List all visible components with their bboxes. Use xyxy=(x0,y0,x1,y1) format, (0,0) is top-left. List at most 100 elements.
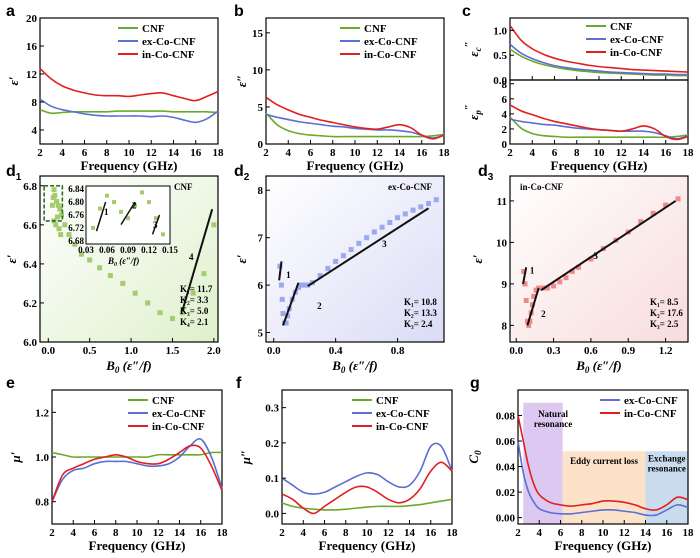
panel-d1-point xyxy=(78,251,84,257)
panel-a-legend-in: in-Co-CNF xyxy=(142,49,195,61)
panel-d2-point xyxy=(426,201,432,207)
panel-d3-seg-3: 3 xyxy=(593,251,598,261)
panel-d3-ytick-label: 9 xyxy=(502,279,508,291)
panel-b-series-cnf xyxy=(265,112,445,138)
panel-e-legend-in: in-Co-CNF xyxy=(152,421,205,433)
panel-c-top-series-ex-co-cnf xyxy=(509,43,689,76)
panel-d3-xlabel-rest: (ε″/f) xyxy=(589,358,621,373)
panel-e-series-in-co-cnf xyxy=(51,444,223,502)
panel-g-ytick-label: 0.06 xyxy=(496,436,516,448)
panel-d1-ytick-label: 6.4 xyxy=(23,259,37,271)
panel-d1-point xyxy=(72,241,78,247)
panel-e-ytick-label: 1.2 xyxy=(35,407,49,419)
panel-d3-xlabel: B0 (ε″/f) xyxy=(575,358,622,375)
panel-b-xtick-label: 8 xyxy=(330,147,336,159)
panel-d1-ytick-label: 6.2 xyxy=(23,298,37,310)
panel-d1-inset-point xyxy=(105,193,109,198)
panel-a-xtick-label: 18 xyxy=(213,147,225,159)
panel-d1-xtick-label: 0.0 xyxy=(41,345,55,357)
panel-d3-point xyxy=(521,268,527,274)
panel-c-bottom-ytick-label: 8 xyxy=(502,79,508,91)
panel-c-bottom-xtick-label: 12 xyxy=(616,147,628,159)
panel-d3-k1: K₁= 8.5 xyxy=(650,297,679,307)
panel-d2-point xyxy=(418,204,424,210)
panel-c-bottom-series-in-co-cnf xyxy=(509,104,689,141)
panel-d1-xlabel: B0 (ε″/f) xyxy=(105,358,152,375)
panel-d1-ytick-label: 6.8 xyxy=(23,181,37,193)
panel-d1-point xyxy=(58,232,64,238)
panel-d1-point xyxy=(59,212,65,218)
panel-e-xtick-label: 8 xyxy=(113,527,119,539)
panel-d1-inset-fit-1 xyxy=(95,201,107,232)
panel-d3-point xyxy=(575,264,581,270)
panel-label-d2: d2 xyxy=(234,163,250,183)
panel-d1-point xyxy=(97,265,103,271)
panel-a-series-in-co-cnf xyxy=(39,67,219,102)
panel-d2-fit-1 xyxy=(278,261,283,281)
panel-b-xtick-label: 2 xyxy=(263,147,269,159)
panel-d2-xtick-label: 0.8 xyxy=(391,345,405,357)
panel-f-series-cnf xyxy=(281,498,453,511)
panel-d2-point xyxy=(340,253,346,259)
panel-g-xtick-label: 6 xyxy=(558,527,564,539)
panel-d2-point xyxy=(364,235,370,241)
panel-d1-point xyxy=(49,202,55,208)
panel-b-ytick-label: 10 xyxy=(252,65,264,77)
panel-b-legend-in: in-Co-CNF xyxy=(364,49,417,61)
panel-d2-point xyxy=(317,273,323,279)
panel-b-legend-cnf: CNF xyxy=(364,23,387,35)
panel-f-xtick-label: 2 xyxy=(279,527,285,539)
panel-d3-point xyxy=(544,285,550,291)
panel-b-ytick-label: 15 xyxy=(252,28,264,40)
panel-d1-point xyxy=(179,310,185,316)
panel-c-bottom-xtick-label: 18 xyxy=(683,147,695,159)
panel-d3-k3: K₃= 2.5 xyxy=(650,319,679,329)
panel-d1-title: CNF xyxy=(174,182,193,192)
panel-d1-inset-seg-1: 1 xyxy=(104,207,109,217)
panel-d2-k2: K₂= 13.3 xyxy=(404,308,437,318)
panel-d2-xlabel-sub: 0 xyxy=(341,365,346,375)
panel-f-ytick-label: 0.3 xyxy=(265,403,279,415)
panel-g-ytick-label: 0.04 xyxy=(496,462,516,474)
panel-d2-point xyxy=(280,311,286,317)
panel-d1-point xyxy=(51,187,57,193)
panel-b-xlabel: Frequency (GHz) xyxy=(307,158,404,173)
panel-a-xtick-label: 12 xyxy=(146,147,158,159)
panel-c-bottom-ytick-label: 4 xyxy=(502,109,508,121)
panel-b-series-ex-co-cnf xyxy=(265,113,445,139)
panel-c-bottom-xtick-label: 16 xyxy=(660,147,672,159)
panel-d2-point xyxy=(402,211,408,217)
panel-c-top-ytick-label: 1.0 xyxy=(493,25,507,37)
panel-d2-point xyxy=(299,282,305,288)
panel-d1-point xyxy=(54,198,60,204)
panel-a-xtick-label: 14 xyxy=(168,147,180,159)
panel-d2-ytick-label: 6 xyxy=(258,280,264,292)
panel-label-d1: d1 xyxy=(6,163,22,183)
panel-d2-seg-3: 3 xyxy=(382,239,387,249)
panel-d1-inset-point xyxy=(119,209,123,214)
panel-e-xtick-label: 18 xyxy=(217,527,229,539)
panel-c-bottom-xtick-label: 14 xyxy=(638,147,650,159)
panel-d1-inset-ytick-label: 6.84 xyxy=(68,184,84,194)
panel-g-ytick-label: 0.08 xyxy=(496,411,516,423)
panel-d1-inset-xtick-label: 0.09 xyxy=(120,245,136,255)
panel-d3-point xyxy=(531,293,537,299)
panel-g-label-eddy: Eddy current loss xyxy=(570,456,638,466)
panel-g-xtick-label: 12 xyxy=(619,527,631,539)
panel-d2-xtick-label: 0.0 xyxy=(267,345,281,357)
panel-a-xtick-label: 2 xyxy=(37,147,43,159)
panel-d1-inset-point xyxy=(154,216,158,221)
panel-label-f: f xyxy=(236,375,242,392)
panel-d1-point xyxy=(211,222,217,228)
panel-d1-inset-ytick-label: 6.68 xyxy=(68,236,84,246)
panel-c-bottom-ylabel: εp″ xyxy=(463,104,483,120)
panel-label-c: c xyxy=(462,3,471,20)
panel-e-xlabel: Frequency (GHz) xyxy=(89,538,186,553)
panel-d2-fit-2 xyxy=(282,282,300,326)
panel-c-bottom-ytick-label: 2 xyxy=(502,124,508,136)
panel-d1-inset-point xyxy=(140,190,144,195)
panel-g-legend-ex: ex-Co-CNF xyxy=(624,395,678,407)
panel-g-xtick-label: 2 xyxy=(515,527,521,539)
panel-d3-seg-2: 2 xyxy=(541,309,546,319)
